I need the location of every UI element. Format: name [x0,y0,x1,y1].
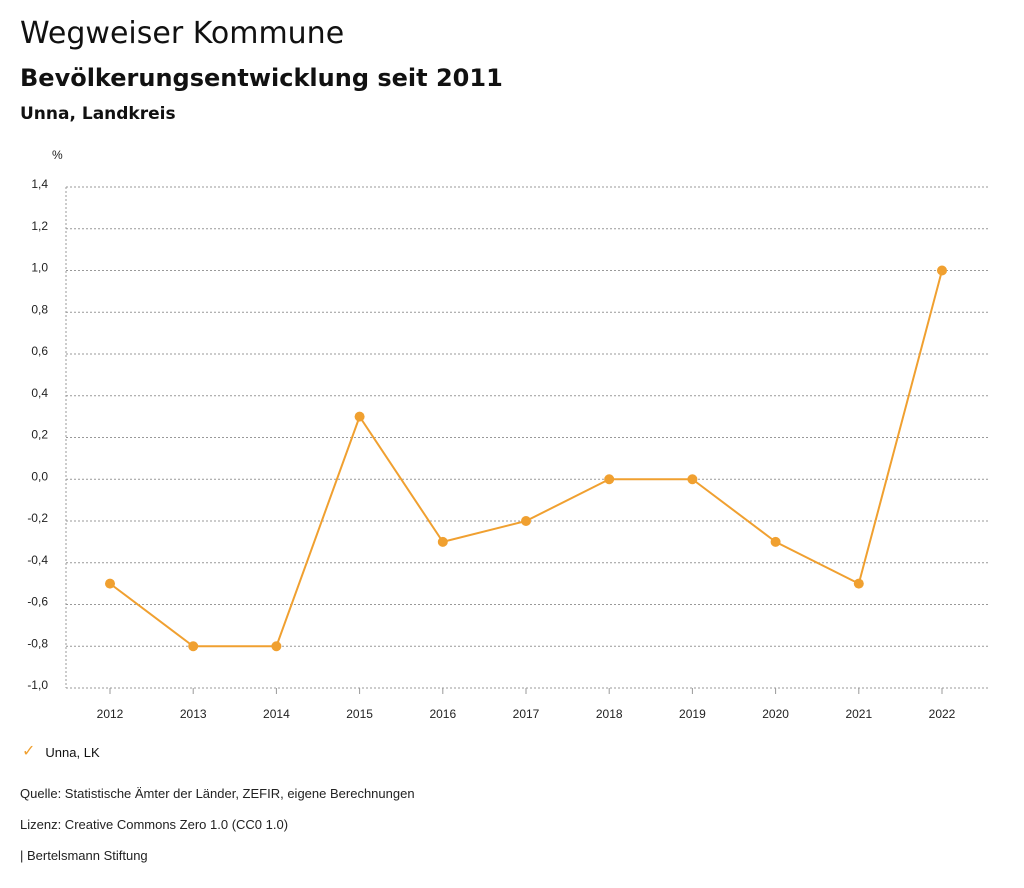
y-tick-label: 1,2 [31,219,48,233]
series-line [109,270,943,648]
y-tick-label: 1,4 [31,177,48,191]
data-point [770,536,781,547]
y-tick-label: -0,6 [27,595,48,609]
y-tick-label: 0,4 [31,386,48,400]
y-tick-label: -1,0 [27,678,48,692]
x-tick-label: 2022 [929,707,956,721]
line-chart: % -1,0 -0,8 -0,6 -0,4 -0,2 0,0 0,2 0,4 0,6 0,8 1,0 1… [27,148,990,721]
data-point [604,474,615,485]
data-point [937,265,947,276]
data-point [687,474,698,485]
y-tick-label: -0,2 [27,511,48,525]
check-icon: ✓ [22,743,36,760]
y-axis-unit-label: % [52,148,63,162]
x-tick-label: 2014 [263,707,290,721]
data-point [188,641,199,652]
brand-note: | Bertelsmann Stiftung [20,848,148,863]
page-title: Wegweiser Kommune [20,16,345,51]
source-note: Quelle: Statistische Ämter der Länder, Z… [20,786,415,801]
y-tick-label: -0,8 [27,636,48,650]
data-point [521,516,531,526]
x-tick-label: 2017 [513,707,540,721]
x-tick-label: 2013 [180,707,207,721]
x-tick-label: 2019 [679,707,706,721]
y-tick-label: 0,6 [31,344,48,358]
chart-subtitle: Bevölkerungsentwicklung seit 2011 [20,64,503,92]
x-tick-label: 2016 [429,707,456,721]
x-tick-label: 2018 [596,707,623,721]
x-tick-label: 2012 [97,707,124,721]
data-point [437,536,448,547]
license-note: Lizenz: Creative Commons Zero 1.0 (CC0 1… [20,817,289,832]
data-point [853,578,864,589]
x-tick-label: 2021 [845,707,872,721]
y-tick-label: 1,0 [31,261,48,275]
y-tick-label: -0,4 [27,553,48,567]
y-tick-label: 0,2 [31,428,48,442]
data-point [105,578,115,589]
data-point [271,641,282,652]
y-tick-label: 0,0 [31,469,48,483]
x-tick-label: 2015 [346,707,373,721]
x-tick-label: 2020 [762,707,789,721]
legend-label: Unna, LK [45,744,100,760]
region-label: Unna, Landkreis [20,104,176,124]
chart-legend[interactable]: ✓ Unna, LK [22,744,100,760]
y-tick-label: 0,8 [31,302,48,316]
data-point [354,411,365,422]
